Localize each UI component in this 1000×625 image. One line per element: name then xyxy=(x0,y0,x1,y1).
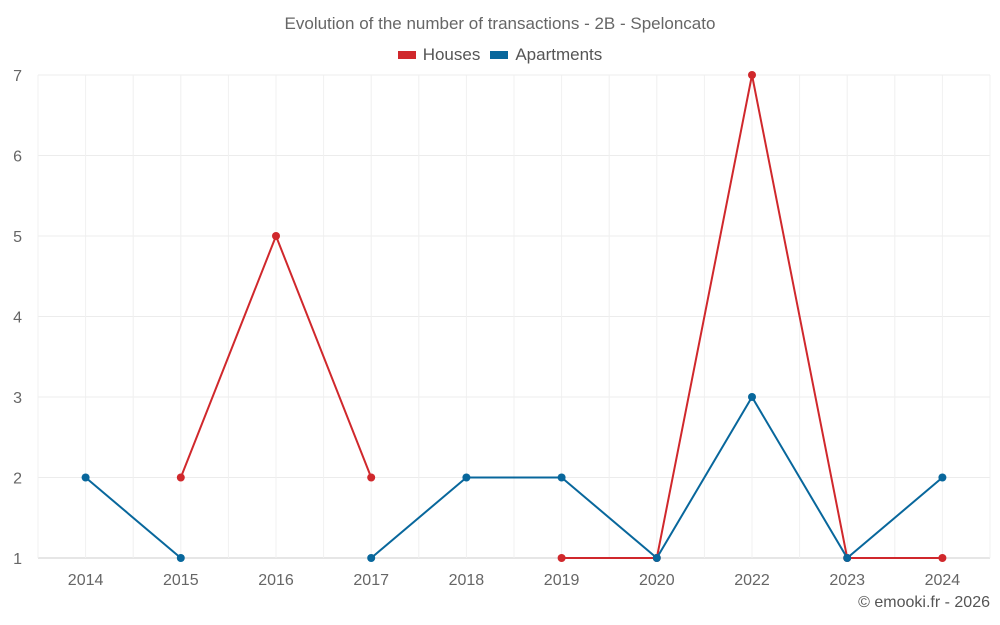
x-tick-label: 2022 xyxy=(734,572,770,589)
x-tick-label: 2019 xyxy=(544,572,580,589)
data-point-apartments xyxy=(462,473,471,482)
legend-label-houses: Houses xyxy=(422,45,481,64)
y-tick-label: 2 xyxy=(13,471,22,488)
data-point-apartments xyxy=(938,473,947,482)
data-point-apartments xyxy=(176,554,185,562)
data-point-houses xyxy=(272,232,280,240)
legend: Houses Apartments xyxy=(0,45,1000,65)
credit-text: © emooki.fr - 2026 xyxy=(858,594,990,611)
series-line-apartments xyxy=(84,476,182,559)
y-tick-label: 1 xyxy=(13,551,22,568)
data-point-apartments xyxy=(652,554,661,562)
data-point-apartments xyxy=(81,473,90,482)
data-point-houses xyxy=(367,473,376,482)
y-tick-label: 5 xyxy=(13,229,22,246)
legend-item-houses[interactable]: Houses xyxy=(397,45,481,65)
data-point-apartments xyxy=(843,554,852,562)
data-point-houses xyxy=(176,473,185,482)
x-tick-label: 2014 xyxy=(68,572,104,589)
legend-label-apartments: Apartments xyxy=(515,45,603,64)
x-tick-label: 2020 xyxy=(639,572,675,589)
x-tick-label: 2016 xyxy=(258,572,294,589)
legend-swatch-houses xyxy=(397,51,416,59)
x-tick-label: 2018 xyxy=(449,572,485,589)
x-tick-label: 2023 xyxy=(829,572,865,589)
legend-swatch-apartments xyxy=(490,51,509,59)
y-tick-label: 6 xyxy=(13,149,22,166)
data-point-apartments xyxy=(557,473,566,482)
chart-title: Evolution of the number of transactions … xyxy=(284,14,716,33)
x-tick-label: 2024 xyxy=(925,572,961,589)
data-point-apartments xyxy=(367,554,376,562)
y-tick-label: 7 xyxy=(13,68,22,85)
y-tick-label: 3 xyxy=(13,390,22,407)
x-tick-label: 2015 xyxy=(163,572,199,589)
y-tick-label: 4 xyxy=(13,310,22,327)
data-point-apartments xyxy=(748,393,756,401)
legend-item-apartments[interactable]: Apartments xyxy=(490,45,602,65)
data-point-houses xyxy=(938,554,947,562)
data-point-houses xyxy=(748,71,756,79)
data-point-houses xyxy=(557,554,566,562)
x-tick-label: 2017 xyxy=(353,572,389,589)
